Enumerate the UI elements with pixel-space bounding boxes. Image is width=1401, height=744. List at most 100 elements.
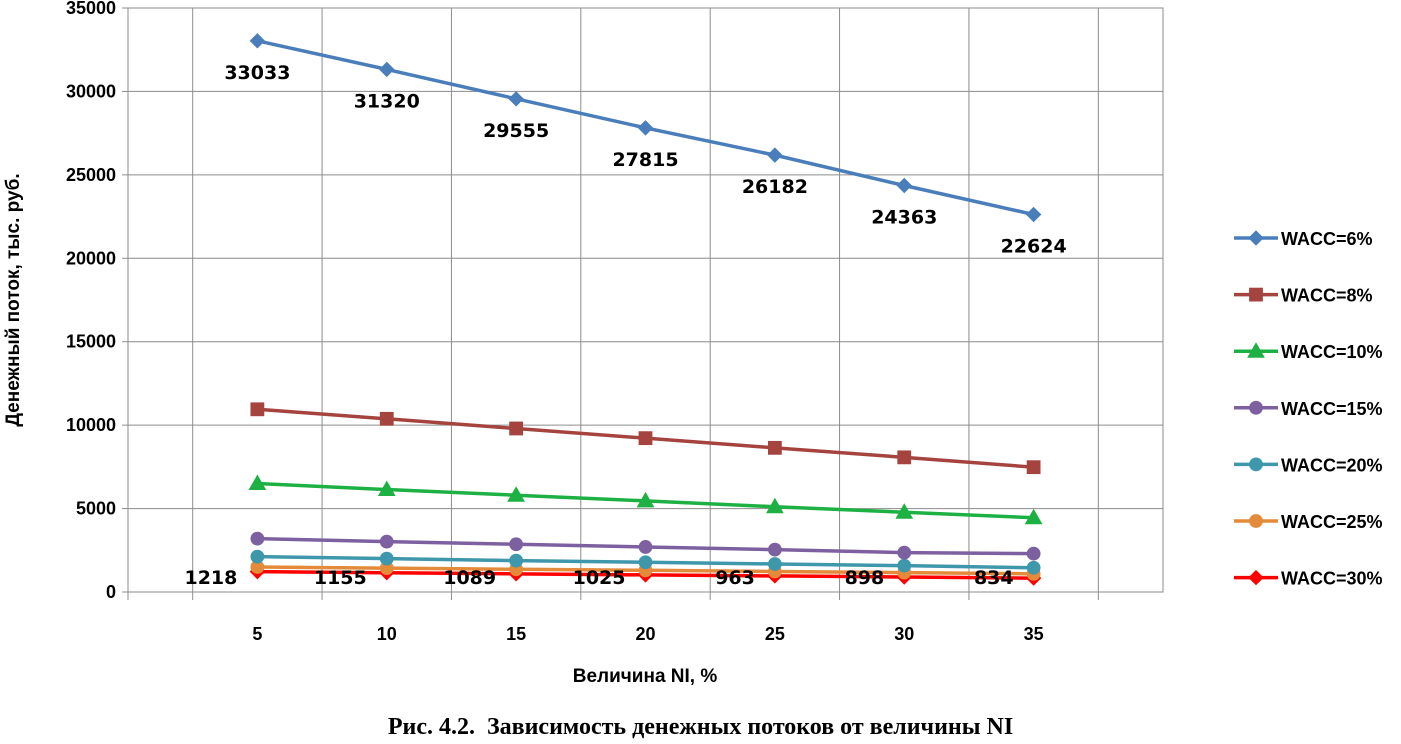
data-point xyxy=(767,147,783,163)
legend-label: WACC=25% xyxy=(1281,512,1383,532)
data-point xyxy=(766,497,784,514)
data-point xyxy=(895,503,914,519)
legend-item: WACC=15% xyxy=(1234,399,1383,419)
data-point xyxy=(250,531,265,546)
chart: 0 5000 10000 15000 20000 25000 30000 35000 5 10 15… xyxy=(3,0,1383,687)
data-point xyxy=(1024,508,1043,525)
legend-marker xyxy=(1249,457,1263,472)
data-label: 1025 xyxy=(573,567,626,589)
data-label: 26182 xyxy=(742,176,808,198)
legend-label: WACC=15% xyxy=(1281,399,1383,419)
legend-marker xyxy=(1248,569,1264,586)
data-label: 31320 xyxy=(354,90,420,112)
legend-item: WACC=6% xyxy=(1234,229,1373,249)
data-point xyxy=(509,537,524,552)
series-layer xyxy=(248,33,1043,586)
legend-item: WACC=20% xyxy=(1234,455,1383,475)
data-point xyxy=(897,450,912,465)
data-point xyxy=(249,33,266,49)
data-point xyxy=(507,486,525,502)
x-tick-label: 10 xyxy=(377,624,397,644)
data-label: 1089 xyxy=(443,567,496,589)
data-point xyxy=(250,402,265,417)
legend-item: WACC=10% xyxy=(1234,342,1383,362)
data-point xyxy=(508,91,524,107)
data-point xyxy=(379,61,395,78)
data-label: 29555 xyxy=(483,120,549,142)
y-tick-label: 5000 xyxy=(76,499,116,519)
data-point xyxy=(1026,560,1041,575)
data-label: 1155 xyxy=(314,567,367,589)
grid xyxy=(127,7,1164,593)
legend-item: WACC=8% xyxy=(1234,286,1373,306)
data-point xyxy=(379,411,394,426)
data-point xyxy=(1026,460,1041,475)
series-WACC=6% xyxy=(249,33,1042,223)
data-point xyxy=(1025,206,1042,223)
figure-caption: Рис. 4.2. Зависимость денежных потоков о… xyxy=(387,714,1014,740)
data-point xyxy=(636,491,655,508)
data-point xyxy=(379,534,394,549)
legend-marker xyxy=(1249,400,1263,415)
y-tick-label: 10000 xyxy=(66,415,116,435)
legend-marker xyxy=(1247,342,1265,358)
series-WACC=8% xyxy=(250,402,1041,475)
data-label: 834 xyxy=(974,567,1014,589)
data-point xyxy=(897,545,912,560)
data-point xyxy=(767,542,782,557)
legend-label: WACC=8% xyxy=(1281,286,1373,306)
data-point xyxy=(896,177,912,194)
data-point xyxy=(1026,546,1041,561)
y-tick-label: 20000 xyxy=(66,248,116,268)
data-point xyxy=(509,421,524,436)
x-tick-label: 35 xyxy=(1024,624,1044,644)
data-label: 898 xyxy=(845,567,885,589)
x-tick-label: 30 xyxy=(894,624,914,644)
x-tick-label: 20 xyxy=(635,624,655,644)
data-point xyxy=(250,549,265,564)
data-point xyxy=(509,553,524,568)
y-tick-label: 15000 xyxy=(66,332,116,352)
legend-label: WACC=20% xyxy=(1281,455,1383,475)
data-point xyxy=(377,480,396,497)
y-tick-label: 0 xyxy=(106,582,116,602)
y-tick-label: 35000 xyxy=(66,0,116,18)
data-label: 963 xyxy=(715,567,755,589)
axes: 0 5000 10000 15000 20000 25000 30000 35000 5 10 15… xyxy=(66,0,1163,644)
data-label: 33033 xyxy=(224,62,290,84)
x-axis-title: Величина NI, % xyxy=(573,666,718,687)
data-labels: 33033 31320 29555 27815 26182 24363 22624 1218 1… xyxy=(184,62,1066,589)
x-tick-label: 15 xyxy=(506,624,526,644)
y-axis-title: Денежный поток, тыс. руб. xyxy=(3,173,24,426)
legend-label: WACC=10% xyxy=(1281,342,1383,362)
legend-item: WACC=30% xyxy=(1234,569,1383,589)
data-point xyxy=(638,540,653,554)
data-point xyxy=(897,558,912,573)
y-tick-label: 25000 xyxy=(66,165,116,185)
legend-label: WACC=6% xyxy=(1281,229,1373,249)
x-tick-label: 25 xyxy=(765,624,785,644)
series-WACC=15% xyxy=(250,531,1041,561)
data-point xyxy=(638,555,653,570)
data-label: 27815 xyxy=(612,149,678,171)
data-point xyxy=(767,440,782,455)
data-label: 24363 xyxy=(871,206,937,228)
y-tick-label: 30000 xyxy=(66,81,116,101)
series-WACC=10% xyxy=(248,474,1043,525)
legend-label: WACC=30% xyxy=(1281,569,1383,589)
data-point xyxy=(638,431,653,446)
series-WACC=20% xyxy=(250,549,1041,575)
x-tick-label: 5 xyxy=(252,624,262,644)
data-label: 1218 xyxy=(184,567,237,589)
data-point xyxy=(637,120,654,136)
legend-item: WACC=25% xyxy=(1234,512,1383,532)
data-point xyxy=(379,551,394,566)
data-point xyxy=(767,557,782,571)
data-point xyxy=(248,474,267,491)
data-label: 22624 xyxy=(1001,236,1067,258)
legend: WACC=6% WACC=8% WACC=10% WACC=15% WACC=20% WA… xyxy=(1234,229,1383,589)
series-WACC=25% xyxy=(250,560,1041,581)
legend-marker xyxy=(1248,230,1264,246)
legend-marker xyxy=(1249,287,1263,302)
legend-marker xyxy=(1249,514,1263,528)
